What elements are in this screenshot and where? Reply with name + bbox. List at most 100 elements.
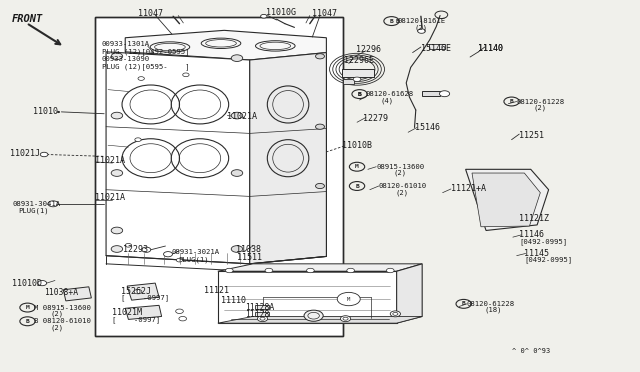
- Text: 11251: 11251: [519, 131, 544, 141]
- Circle shape: [337, 292, 360, 306]
- Circle shape: [125, 243, 132, 247]
- Circle shape: [111, 112, 123, 119]
- Text: PLUG(1): PLUG(1): [19, 208, 49, 214]
- Polygon shape: [63, 287, 92, 301]
- Circle shape: [316, 183, 324, 189]
- Text: B: B: [396, 19, 400, 23]
- Text: (4): (4): [381, 97, 394, 104]
- Text: 11010: 11010: [33, 108, 58, 116]
- Bar: [422, 91, 440, 96]
- Circle shape: [48, 201, 58, 207]
- Polygon shape: [218, 264, 422, 271]
- Circle shape: [353, 77, 361, 81]
- Text: 11038+A: 11038+A: [44, 288, 78, 297]
- Text: 11010B: 11010B: [342, 141, 372, 151]
- Text: PLUG (12)[0595-    ]: PLUG (12)[0595- ]: [102, 63, 189, 70]
- Text: B: B: [462, 301, 465, 307]
- Polygon shape: [218, 271, 397, 323]
- Text: 11021J: 11021J: [10, 149, 40, 158]
- Circle shape: [38, 280, 47, 286]
- Text: 11021A: 11021A: [95, 193, 125, 202]
- Text: 11047: 11047: [138, 9, 163, 18]
- Polygon shape: [106, 52, 250, 264]
- Text: 00933-1301A: 00933-1301A: [102, 41, 150, 47]
- Circle shape: [111, 246, 123, 252]
- Text: 11128: 11128: [244, 311, 269, 320]
- Circle shape: [340, 316, 351, 322]
- Text: 08120-61228: 08120-61228: [467, 301, 515, 307]
- Circle shape: [111, 227, 123, 234]
- Circle shape: [164, 251, 173, 257]
- Circle shape: [231, 246, 243, 252]
- Polygon shape: [472, 173, 540, 227]
- Text: (2): (2): [394, 170, 406, 176]
- Text: 08915-13600: 08915-13600: [376, 164, 424, 170]
- Circle shape: [307, 268, 314, 273]
- Text: (2): (2): [51, 311, 63, 317]
- Polygon shape: [127, 283, 159, 300]
- Polygon shape: [397, 264, 422, 323]
- Circle shape: [135, 138, 141, 141]
- Bar: [429, 44, 445, 49]
- Text: 11146: 11146: [519, 230, 544, 240]
- Text: (2): (2): [396, 189, 408, 196]
- Polygon shape: [125, 305, 162, 320]
- Text: 11110: 11110: [221, 296, 246, 305]
- Text: B: B: [358, 92, 362, 97]
- Text: M: M: [26, 305, 29, 310]
- Text: 11021A: 11021A: [95, 156, 125, 165]
- Circle shape: [304, 310, 323, 321]
- Bar: [342, 69, 374, 77]
- Text: B: B: [509, 99, 513, 104]
- Text: 11121: 11121: [204, 286, 228, 295]
- Text: M 08915-13600: M 08915-13600: [34, 305, 91, 311]
- Text: 11021M: 11021M: [113, 308, 143, 317]
- Circle shape: [316, 54, 324, 59]
- Text: 08120-61010: 08120-61010: [379, 183, 427, 189]
- Text: 00933-13090: 00933-13090: [102, 56, 150, 62]
- Text: 11021A: 11021A: [227, 112, 257, 121]
- Text: [    -0997]: [ -0997]: [113, 316, 161, 323]
- Text: (2): (2): [415, 24, 428, 31]
- Text: FRONT: FRONT: [12, 14, 44, 24]
- Text: 11140: 11140: [478, 44, 504, 52]
- Text: 11145: 11145: [524, 249, 549, 258]
- Text: 11047: 11047: [312, 9, 337, 18]
- Circle shape: [142, 247, 151, 252]
- Text: ^ 0^ 0^93: ^ 0^ 0^93: [511, 348, 550, 354]
- Text: [    -0997]: [ -0997]: [121, 295, 169, 301]
- Circle shape: [316, 124, 324, 129]
- Text: B: B: [390, 19, 394, 23]
- Text: 11038: 11038: [236, 245, 260, 254]
- Circle shape: [418, 29, 426, 33]
- Circle shape: [440, 91, 450, 97]
- Text: 12293: 12293: [124, 245, 148, 254]
- Text: 08120-61628: 08120-61628: [366, 91, 414, 97]
- Text: B 08120-61010: B 08120-61010: [34, 318, 91, 324]
- Text: 11121+A: 11121+A: [451, 185, 486, 193]
- Text: 11121Z: 11121Z: [519, 214, 549, 223]
- Text: [0492-0995]: [0492-0995]: [519, 238, 568, 245]
- Text: [0492-0995]: [0492-0995]: [524, 257, 573, 263]
- Text: 11511: 11511: [237, 253, 262, 262]
- Circle shape: [111, 170, 123, 176]
- Text: B: B: [358, 92, 362, 97]
- Polygon shape: [125, 31, 326, 60]
- Circle shape: [176, 258, 182, 262]
- Text: (2): (2): [51, 324, 63, 331]
- Bar: [95, 17, 343, 336]
- Circle shape: [111, 53, 123, 60]
- Text: 11010D: 11010D: [12, 279, 42, 288]
- Bar: [342, 69, 374, 77]
- Circle shape: [182, 73, 189, 77]
- Bar: [95, 17, 343, 336]
- Text: M: M: [355, 164, 359, 169]
- Text: 12279: 12279: [364, 114, 388, 123]
- Circle shape: [265, 268, 273, 273]
- Circle shape: [175, 309, 183, 314]
- Bar: [255, 305, 269, 309]
- Text: M: M: [347, 296, 350, 302]
- Text: 08120-61228: 08120-61228: [516, 99, 565, 105]
- Text: PLUG(1): PLUG(1): [178, 256, 209, 263]
- Text: 11010G: 11010G: [266, 8, 296, 17]
